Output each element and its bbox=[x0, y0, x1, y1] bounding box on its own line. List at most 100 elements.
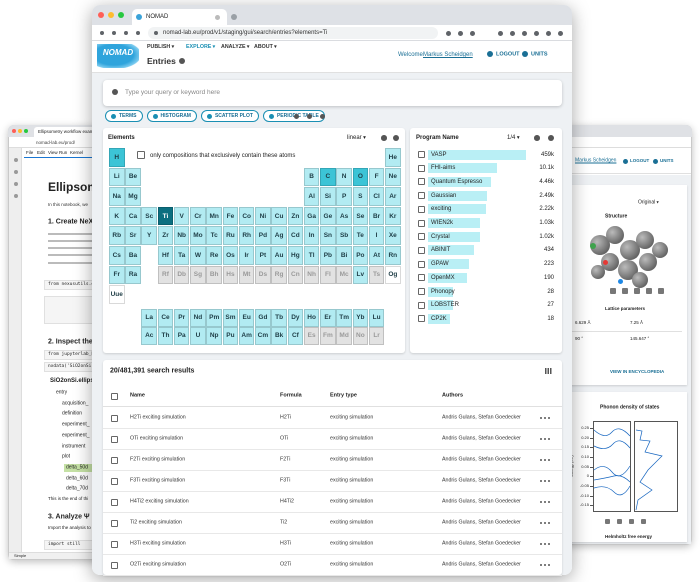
element-cell[interactable]: Be bbox=[125, 167, 141, 187]
element-cell[interactable]: Y bbox=[141, 226, 157, 245]
checkbox[interactable] bbox=[111, 519, 118, 527]
element-cell[interactable]: Pr bbox=[173, 309, 190, 327]
checkbox[interactable] bbox=[418, 288, 425, 295]
element-cell[interactable]: Cs bbox=[109, 246, 125, 265]
element-cell[interactable]: Cr bbox=[190, 206, 206, 226]
element-cell[interactable]: P bbox=[336, 187, 352, 206]
element-cell[interactable]: Sc bbox=[141, 206, 157, 226]
element-cell[interactable]: Cu bbox=[271, 206, 287, 226]
element-cell[interactable]: Ni bbox=[255, 206, 271, 226]
element-cell[interactable]: Ag bbox=[271, 226, 287, 245]
element-cell[interactable]: Zn bbox=[287, 206, 304, 226]
search-box[interactable] bbox=[103, 80, 562, 106]
row[interactable] bbox=[103, 492, 562, 513]
element-cell[interactable]: Se bbox=[352, 206, 369, 226]
element-cell[interactable]: Ce bbox=[157, 309, 174, 327]
view-button[interactable]: TERMS bbox=[105, 110, 143, 122]
element-cell[interactable]: Sb bbox=[336, 226, 352, 245]
checkbox[interactable] bbox=[111, 540, 118, 548]
element-cell[interactable]: Lu bbox=[368, 309, 385, 327]
units[interactable]: UNITS bbox=[531, 51, 548, 58]
element-cell[interactable]: Tc bbox=[206, 226, 222, 245]
element-cell[interactable]: Fm bbox=[320, 327, 336, 345]
element-cell[interactable]: Bh bbox=[206, 265, 222, 285]
element-cell[interactable]: Tl bbox=[303, 246, 320, 265]
element-cell[interactable]: Rn bbox=[385, 246, 401, 265]
element-cell[interactable]: Ga bbox=[303, 206, 320, 226]
menu-item[interactable]: ABOUT bbox=[254, 45, 277, 51]
element-cell[interactable]: Po bbox=[352, 246, 369, 265]
element-cell[interactable]: Pa bbox=[173, 327, 190, 345]
element-cell[interactable]: He bbox=[385, 148, 401, 167]
row[interactable] bbox=[103, 534, 562, 555]
element-cell[interactable]: Hs bbox=[222, 265, 239, 285]
checkbox[interactable] bbox=[418, 260, 425, 268]
element-cell[interactable]: Te bbox=[352, 226, 369, 245]
element-cell[interactable]: Mc bbox=[336, 265, 352, 285]
element-cell[interactable]: Mo bbox=[190, 226, 206, 245]
element-cell[interactable]: Ca bbox=[125, 206, 141, 226]
element-cell[interactable]: Ho bbox=[303, 309, 320, 327]
user-link[interactable]: Markus Scheidgen bbox=[423, 52, 473, 58]
element-cell[interactable]: Es bbox=[303, 327, 320, 345]
element-cell[interactable]: Ru bbox=[222, 226, 239, 245]
element-cell[interactable]: Co bbox=[238, 206, 255, 226]
element-cell[interactable]: Sm bbox=[222, 309, 239, 327]
element-cell[interactable]: Bk bbox=[271, 327, 287, 345]
element-cell[interactable]: Pu bbox=[222, 327, 239, 345]
element-cell[interactable]: Fe bbox=[222, 206, 239, 226]
view-select[interactable]: Original bbox=[638, 200, 659, 206]
page-select[interactable]: 1/4 bbox=[507, 135, 520, 141]
element-cell[interactable]: Np bbox=[206, 327, 222, 345]
logout[interactable]: LOGOUT bbox=[630, 157, 650, 163]
user-link[interactable]: Markus Scheidgen bbox=[575, 157, 617, 164]
element-cell[interactable]: B bbox=[303, 167, 320, 187]
element-cell[interactable]: Re bbox=[206, 246, 222, 265]
element-cell[interactable]: Sn bbox=[320, 226, 336, 245]
element-cell[interactable]: Sr bbox=[125, 226, 141, 245]
element-cell[interactable]: Fr bbox=[109, 265, 125, 285]
checkbox[interactable] bbox=[111, 392, 118, 400]
element-cell[interactable]: W bbox=[190, 246, 206, 265]
element-cell[interactable]: Yb bbox=[352, 309, 369, 327]
element-cell[interactable]: Ti bbox=[157, 206, 174, 226]
element-cell[interactable]: Cl bbox=[368, 187, 385, 206]
element-cell[interactable]: Og bbox=[385, 265, 401, 285]
checkbox[interactable] bbox=[111, 561, 118, 569]
checkbox[interactable] bbox=[418, 219, 425, 227]
element-cell[interactable]: Rb bbox=[109, 226, 125, 245]
element-cell[interactable]: Sg bbox=[190, 265, 206, 285]
element-cell[interactable]: Si bbox=[320, 187, 336, 206]
checkbox[interactable] bbox=[418, 246, 425, 254]
encyclopedia-link[interactable]: VIEW IN ENCYCLOPEDIA bbox=[610, 368, 665, 374]
element-cell[interactable]: Ge bbox=[320, 206, 336, 226]
menu-item[interactable]: PUBLISH bbox=[147, 45, 174, 51]
checkbox[interactable] bbox=[418, 233, 425, 241]
element-cell[interactable]: Al bbox=[303, 187, 320, 206]
element-cell[interactable]: Am bbox=[238, 327, 255, 345]
scale-select[interactable]: linear bbox=[347, 135, 366, 141]
element-cell[interactable]: Os bbox=[222, 246, 239, 265]
element-cell[interactable]: Ta bbox=[173, 246, 190, 265]
element-cell[interactable]: K bbox=[109, 206, 125, 226]
checkbox[interactable] bbox=[418, 301, 425, 309]
element-cell[interactable]: Nd bbox=[190, 309, 206, 327]
row[interactable] bbox=[103, 450, 562, 471]
element-cell[interactable]: Ac bbox=[141, 327, 157, 345]
element-cell[interactable]: Pd bbox=[255, 226, 271, 245]
element-cell[interactable]: Nh bbox=[303, 265, 320, 285]
element-cell[interactable]: N bbox=[336, 167, 352, 187]
row[interactable] bbox=[103, 429, 562, 450]
element-cell[interactable]: Gd bbox=[255, 309, 271, 327]
checkbox[interactable] bbox=[418, 192, 425, 200]
element-cell[interactable]: Nb bbox=[173, 226, 190, 245]
element-cell[interactable]: Lv bbox=[352, 265, 369, 285]
row[interactable] bbox=[103, 555, 562, 576]
checkbox[interactable] bbox=[111, 414, 118, 422]
element-cell[interactable]: At bbox=[368, 246, 385, 265]
element-cell[interactable]: C bbox=[320, 167, 336, 187]
url-field[interactable] bbox=[148, 27, 438, 39]
checkbox[interactable] bbox=[111, 477, 118, 485]
element-cell[interactable]: As bbox=[336, 206, 352, 226]
element-cell[interactable]: Tm bbox=[336, 309, 352, 327]
